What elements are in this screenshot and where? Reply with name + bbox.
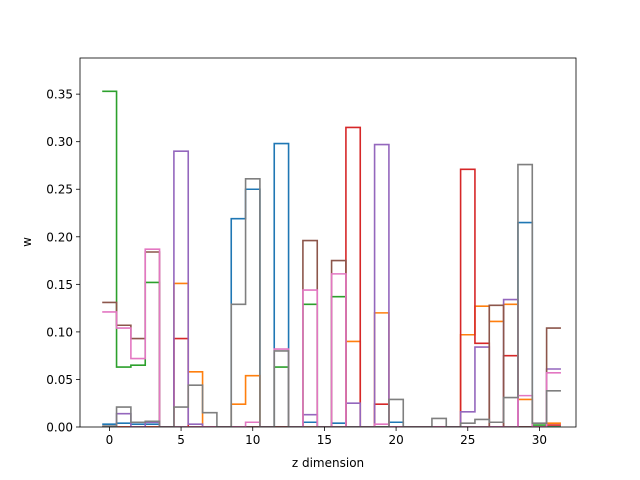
y-tick-label: 0.00 — [46, 421, 73, 435]
series-8-step-line — [102, 163, 561, 427]
y-tick-label: 0.10 — [46, 325, 73, 339]
x-tick-label: 25 — [460, 433, 475, 447]
series-layer — [102, 90, 561, 427]
y-axis-label: w — [20, 237, 34, 247]
y-tick-label: 0.30 — [46, 135, 73, 149]
x-axis-label: z dimension — [292, 456, 364, 470]
plot-area — [80, 58, 576, 427]
y-tick-label: 0.25 — [46, 183, 73, 197]
axes-frame — [79, 57, 577, 428]
plot-background — [80, 58, 576, 427]
y-tick-label: 0.15 — [46, 278, 73, 292]
y-tick-label: 0.35 — [46, 88, 73, 102]
axes-layer: 0 5 10 15 20 25 30 0.00 0.05 0.10 0.15 0.20 0.25 0.30… — [46, 57, 577, 447]
x-tick-label: 20 — [388, 433, 403, 447]
y-tick-label: 0.05 — [46, 373, 73, 387]
series-2-step-line — [102, 282, 561, 427]
x-tick-label: 30 — [532, 433, 547, 447]
x-tick-label: 15 — [317, 433, 332, 447]
x-tick-label: 0 — [106, 433, 114, 447]
y-tick-label: 0.20 — [46, 230, 73, 244]
series-group — [102, 90, 561, 427]
x-tick-label: 5 — [177, 433, 185, 447]
x-tick-label: 10 — [245, 433, 260, 447]
series-7-step-line — [102, 248, 561, 427]
